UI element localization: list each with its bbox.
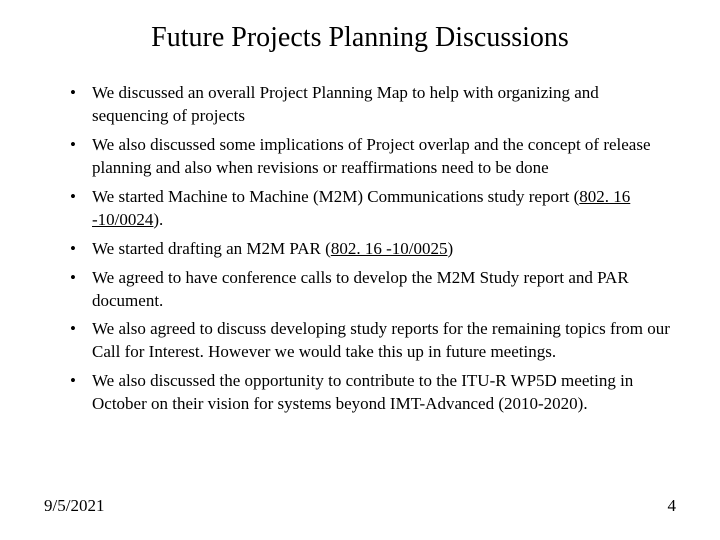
list-item: We also discussed the opportunity to con…: [70, 370, 672, 416]
footer-page-number: 4: [668, 496, 677, 516]
list-item: We agreed to have conference calls to de…: [70, 267, 672, 313]
slide: Future Projects Planning Discussions We …: [0, 0, 720, 540]
bullet-text-pre: We started Machine to Machine (M2M) Comm…: [92, 187, 579, 206]
list-item: We started Machine to Machine (M2M) Comm…: [70, 186, 672, 232]
list-item: We started drafting an M2M PAR (802. 16 …: [70, 238, 672, 261]
bullet-text: We also discussed some implications of P…: [92, 135, 651, 177]
document-link[interactable]: 802. 16 -10/0025: [331, 239, 448, 258]
bullet-text: We agreed to have conference calls to de…: [92, 268, 629, 310]
bullet-text: We also discussed the opportunity to con…: [92, 371, 633, 413]
bullet-text: We also agreed to discuss developing stu…: [92, 319, 670, 361]
list-item: We also agreed to discuss developing stu…: [70, 318, 672, 364]
bullet-text-post: ).: [153, 210, 163, 229]
bullet-text: We discussed an overall Project Planning…: [92, 83, 599, 125]
bullet-text-post: ): [447, 239, 453, 258]
list-item: We discussed an overall Project Planning…: [70, 82, 672, 128]
list-item: We also discussed some implications of P…: [70, 134, 672, 180]
bullet-text-pre: We started drafting an M2M PAR (: [92, 239, 331, 258]
bullet-list: We discussed an overall Project Planning…: [48, 82, 672, 416]
page-title: Future Projects Planning Discussions: [48, 22, 672, 54]
footer-date: 9/5/2021: [44, 496, 104, 516]
